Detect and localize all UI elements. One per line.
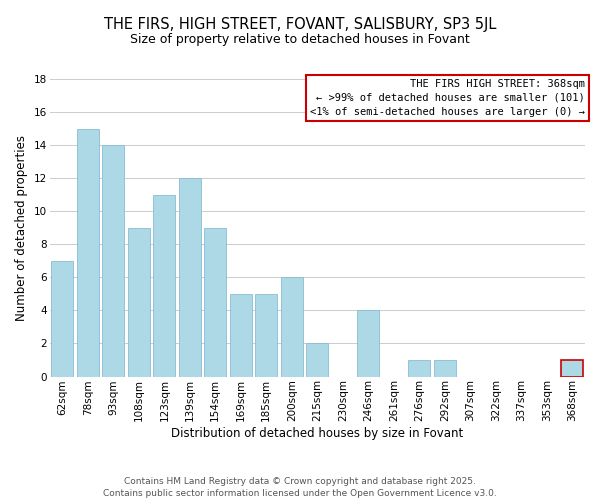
Bar <box>179 178 200 376</box>
Text: Contains HM Land Registry data © Crown copyright and database right 2025.
Contai: Contains HM Land Registry data © Crown c… <box>103 476 497 498</box>
Text: Size of property relative to detached houses in Fovant: Size of property relative to detached ho… <box>130 32 470 46</box>
Bar <box>307 344 328 376</box>
Bar <box>281 278 302 376</box>
Bar <box>128 228 149 376</box>
X-axis label: Distribution of detached houses by size in Fovant: Distribution of detached houses by size … <box>171 427 463 440</box>
Bar <box>256 294 277 376</box>
Bar <box>409 360 430 376</box>
Bar <box>103 145 124 376</box>
Y-axis label: Number of detached properties: Number of detached properties <box>15 135 28 321</box>
Text: THE FIRS, HIGH STREET, FOVANT, SALISBURY, SP3 5JL: THE FIRS, HIGH STREET, FOVANT, SALISBURY… <box>104 18 496 32</box>
Bar <box>434 360 455 376</box>
Bar <box>562 360 583 376</box>
Bar <box>205 228 226 376</box>
Bar <box>154 194 175 376</box>
Bar <box>52 261 73 376</box>
Bar <box>77 128 98 376</box>
Bar <box>230 294 251 376</box>
Bar <box>358 310 379 376</box>
Text: THE FIRS HIGH STREET: 368sqm
← >99% of detached houses are smaller (101)
<1% of : THE FIRS HIGH STREET: 368sqm ← >99% of d… <box>310 79 585 117</box>
